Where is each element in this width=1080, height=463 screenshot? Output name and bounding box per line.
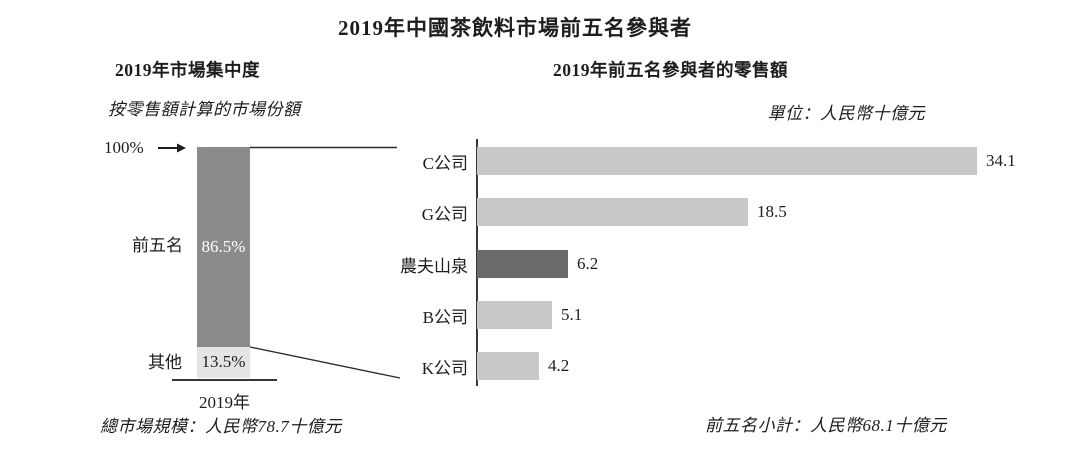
left-axis-100-label: 100% [104, 138, 144, 157]
bar-value-label: 4.2 [548, 356, 570, 375]
category-label-top-five: 前五名 [132, 236, 183, 255]
segment-top-five-value-label: 86.5% [201, 236, 246, 256]
bar-row-nongfu-spring: 農夫山泉 6.2 [382, 250, 598, 278]
category-label-others: 其他 [148, 353, 182, 372]
bar-c-company [477, 147, 977, 175]
bar-value-label: 5.1 [561, 305, 583, 324]
left-chart-subtitle: 按零售額計算的市場份額 [108, 100, 301, 119]
left-chart-title: 2019年市場集中度 [115, 60, 260, 80]
bar-label: C公司 [422, 153, 468, 173]
bar-value-label: 34.1 [986, 151, 1016, 170]
segment-others-value-label: 13.5% [201, 352, 246, 372]
bar-g-company [477, 198, 748, 226]
right-chart-unit-label: 單位：人民幣十億元 [767, 104, 925, 123]
bar-nongfu-spring [477, 250, 568, 278]
page-title: 2019年中國茶飲料市場前五名參與者 [338, 16, 692, 40]
bar-label: G公司 [421, 204, 468, 224]
bar-row-b-company: B公司 5.1 [382, 301, 582, 329]
connector-diagonal-line [249, 346, 401, 379]
bar-label: K公司 [421, 358, 468, 378]
arrow-right-icon [158, 143, 186, 153]
bar-label: 農夫山泉 [400, 256, 468, 276]
bar-value-label: 18.5 [757, 202, 787, 221]
left-x-axis-line [172, 379, 277, 381]
bar-label: B公司 [422, 307, 468, 327]
stacked-bar-2019: 86.5% 13.5% [197, 147, 250, 378]
stacked-bar-segment-top-five: 86.5% [197, 147, 250, 347]
bar-row-g-company: G公司 18.5 [382, 198, 787, 226]
bar-k-company [477, 352, 539, 380]
bar-row-k-company: K公司 4.2 [382, 352, 569, 380]
left-chart-footnote: 總市場規模：人民幣78.7十億元 [100, 417, 342, 436]
left-x-tick-label: 2019年 [199, 393, 250, 412]
right-chart-footnote: 前五名小計：人民幣68.1十億元 [705, 416, 947, 435]
bar-row-c-company: C公司 34.1 [382, 147, 1016, 175]
right-chart-title: 2019年前五名參與者的零售額 [553, 60, 788, 80]
bar-b-company [477, 301, 552, 329]
stacked-bar-segment-others: 13.5% [197, 346, 250, 378]
bar-value-label: 6.2 [577, 254, 599, 273]
